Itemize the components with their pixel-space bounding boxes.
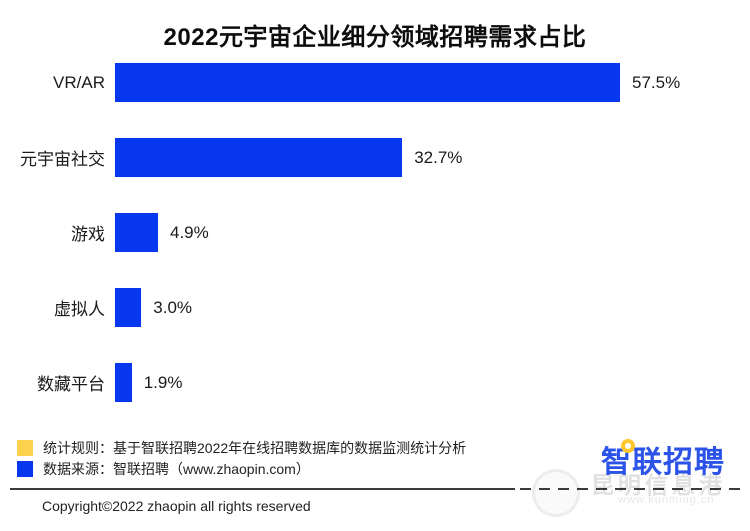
bar-track: 57.5% [115, 63, 740, 102]
chart-row: VR/AR 57.5% [0, 63, 740, 102]
bar-track: 32.7% [115, 138, 740, 177]
chart-title: 2022元宇宙企业细分领域招聘需求占比 [163, 24, 587, 51]
bar [115, 363, 132, 402]
legend-swatch [17, 440, 33, 456]
chart-row: 虚拟人 3.0% [0, 288, 740, 327]
value-label: 57.5% [632, 72, 681, 92]
category-label: 虚拟人 [54, 300, 105, 319]
legend-label: 数据来源：智联招聘（www.zhaopin.com） [43, 461, 310, 477]
watermark-url: www.kunming.cn [618, 494, 715, 506]
bar-chart: VR/AR 57.5% 元宇宙社交 32.7% 游戏 4.9% 虚拟人 3.0%… [0, 63, 740, 438]
value-label: 32.7% [414, 147, 463, 167]
bar-track: 1.9% [115, 363, 740, 402]
zhaopin-logo-text: 智联招聘 [601, 446, 725, 479]
value-label: 1.9% [143, 372, 183, 392]
chart-row: 元宇宙社交 32.7% [0, 138, 740, 177]
legend-swatch [17, 461, 33, 477]
zhaopin-logo: 智联招聘 [601, 437, 725, 479]
bar [115, 288, 142, 327]
category-label: VR/AR [53, 72, 105, 92]
bar-track: 4.9% [115, 213, 740, 252]
watermark-text: 昆明信息港 [591, 472, 726, 498]
chart-row: 游戏 4.9% [0, 213, 740, 252]
value-label: 4.9% [170, 222, 209, 242]
category-label: 元宇宙社交 [20, 150, 105, 169]
footer-divider [10, 488, 515, 490]
bar [115, 213, 158, 252]
legend-label: 统计规则：基于智联招聘2022年在线招聘数据库的数据监测统计分析 [43, 440, 467, 456]
legend: 统计规则：基于智联招聘2022年在线招聘数据库的数据监测统计分析 数据来源：智联… [17, 440, 466, 482]
footer-divider-dashed [520, 488, 740, 490]
chart-row: 数藏平台 1.9% [0, 363, 740, 402]
legend-item: 数据来源：智联招聘（www.zhaopin.com） [17, 461, 466, 477]
zhaopin-logo-dot-icon [621, 439, 635, 453]
value-label: 3.0% [153, 297, 193, 317]
bar [115, 63, 620, 102]
category-label: 数藏平台 [37, 375, 105, 394]
copyright-text: Copyright©2022 zhaopin all rights reserv… [42, 498, 311, 514]
category-label: 游戏 [71, 225, 105, 244]
legend-item: 统计规则：基于智联招聘2022年在线招聘数据库的数据监测统计分析 [17, 440, 466, 456]
watermark-emblem [532, 469, 580, 517]
bar-track: 3.0% [115, 288, 740, 327]
bar [115, 138, 403, 177]
